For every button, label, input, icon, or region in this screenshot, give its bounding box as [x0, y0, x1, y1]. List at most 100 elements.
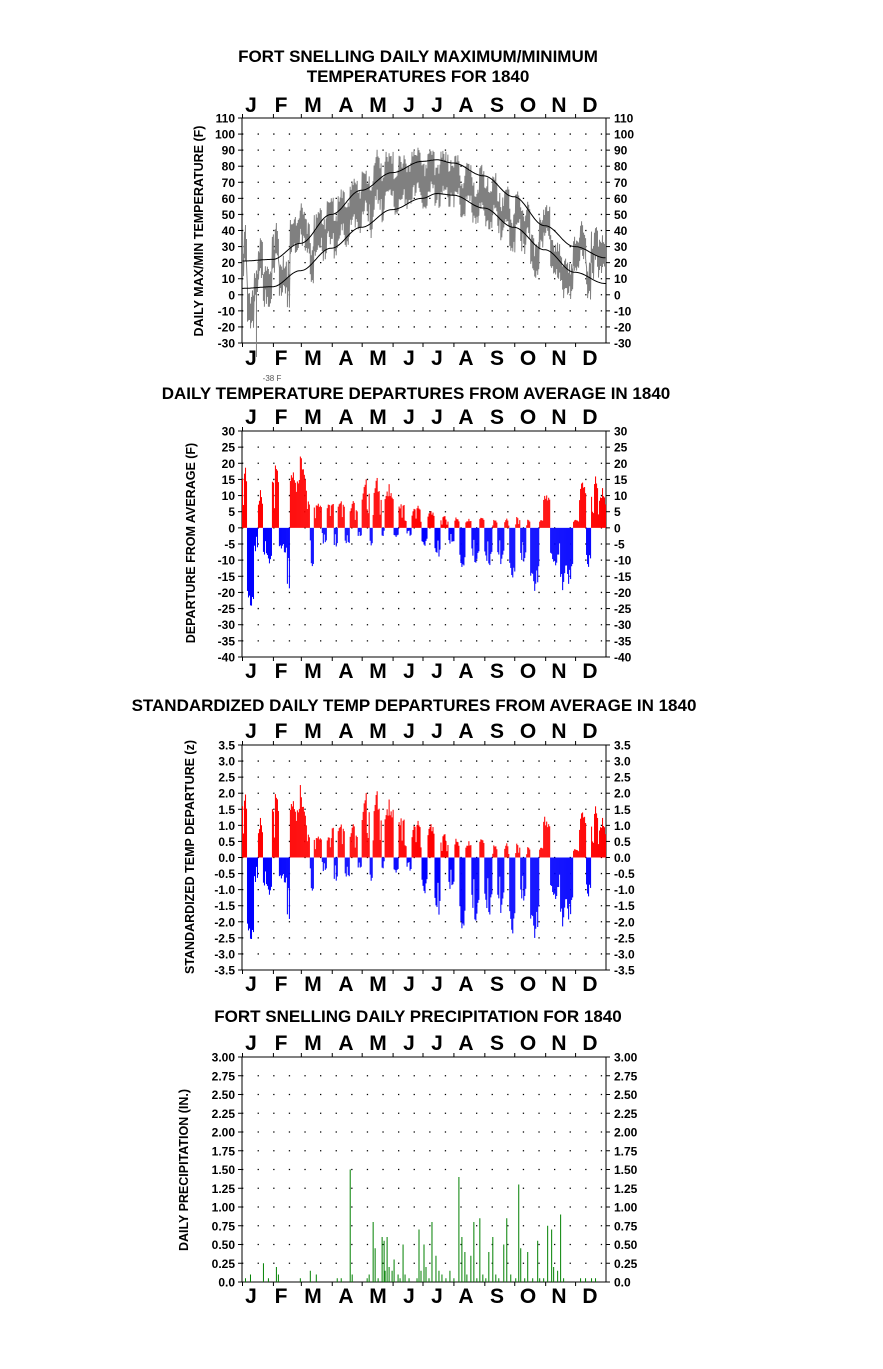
above-average-bar: [508, 853, 510, 858]
above-average-bar: [577, 520, 579, 528]
below-average-bar: [360, 857, 362, 867]
below-average-bar: [251, 857, 254, 930]
above-average-bar: [505, 845, 507, 858]
above-average-bar: [296, 810, 298, 858]
above-average-bar: [351, 503, 353, 528]
chart1-min-annotation: -38 F: [263, 374, 282, 383]
below-average-bar: [252, 527, 255, 600]
above-average-bar: [431, 514, 433, 528]
below-average-bar: [451, 527, 453, 542]
below-average-bar: [464, 857, 466, 911]
below-average-bar: [535, 857, 537, 929]
above-average-bar: [479, 519, 481, 528]
below-average-bar: [312, 857, 314, 889]
above-average-bar: [291, 806, 293, 858]
above-average-bar: [401, 517, 403, 528]
month-label-4: A: [338, 973, 353, 996]
below-average-bar: [382, 527, 384, 536]
above-average-bar: [432, 827, 434, 858]
below-average-bar: [552, 527, 554, 560]
above-average-bar: [420, 847, 422, 858]
above-average-bar: [338, 504, 340, 528]
above-average-bar: [411, 515, 413, 528]
month-label-9: S: [490, 406, 504, 429]
below-average-bar: [530, 857, 532, 919]
above-average-bar: [419, 827, 421, 858]
below-average-bar: [284, 857, 286, 883]
below-average-bar: [509, 527, 511, 563]
month-label-4: A: [338, 1032, 353, 1055]
above-average-bar: [330, 505, 332, 528]
y-tick-label-right: 10: [614, 489, 628, 503]
above-average-bar: [376, 791, 378, 858]
below-average-bar: [288, 527, 290, 589]
chart1-y-axis-label: DAILY MAX/MIN TEMPERATURE (F): [192, 126, 206, 337]
above-average-bar: [362, 811, 364, 858]
above-average-bar: [494, 846, 496, 858]
month-label-6: J: [403, 1285, 415, 1308]
above-average-bar: [494, 520, 496, 528]
y-tick-label-left: -3.5: [214, 964, 235, 978]
above-average-bar: [466, 845, 468, 858]
below-average-bar: [423, 857, 425, 891]
above-average-bar: [342, 828, 344, 858]
above-average-bar: [576, 849, 578, 858]
below-average-bar: [407, 857, 409, 863]
below-average-bar: [256, 527, 259, 548]
below-average-bar: [476, 857, 478, 914]
below-average-bar: [563, 527, 565, 582]
above-average-bar: [384, 499, 386, 528]
below-average-bar: [586, 857, 588, 885]
below-average-bar: [448, 857, 450, 882]
y-tick-label-left: 1.75: [212, 1144, 236, 1158]
below-average-bar: [371, 857, 373, 878]
y-tick-label-left: -40: [218, 651, 236, 665]
above-average-bar: [457, 842, 459, 858]
below-average-bar: [562, 857, 564, 927]
above-average-bar: [549, 499, 551, 528]
above-average-bar: [605, 834, 607, 858]
below-average-bar: [279, 527, 281, 546]
below-average-bar: [348, 527, 350, 543]
below-average-bar: [357, 527, 359, 536]
y-tick-label-right: 60: [614, 192, 628, 206]
y-tick-label-right: 0.75: [614, 1219, 638, 1233]
below-average-bar: [393, 527, 395, 535]
above-average-bar: [469, 845, 471, 858]
above-average-bar: [273, 837, 275, 858]
above-average-bar: [245, 808, 248, 858]
below-average-bar: [462, 857, 464, 924]
below-average-bar: [324, 857, 326, 870]
above-average-bar: [469, 521, 471, 528]
above-average-bar: [417, 505, 419, 528]
above-average-bar: [592, 511, 594, 528]
below-average-bar: [282, 527, 284, 545]
above-average-bar: [275, 469, 277, 528]
y-tick-label-right: 0: [614, 288, 621, 302]
below-average-bar: [265, 527, 267, 554]
below-average-bar: [287, 857, 289, 889]
above-average-bar: [302, 469, 304, 528]
below-average-bar: [334, 527, 336, 535]
above-average-bar: [413, 508, 415, 528]
above-average-bar: [379, 514, 381, 528]
above-average-bar: [305, 825, 307, 858]
above-average-bar: [482, 840, 484, 858]
below-average-bar: [500, 527, 502, 565]
above-average-bar: [308, 837, 310, 858]
above-average-bar: [293, 480, 295, 528]
above-average-bar: [241, 478, 244, 528]
month-label-12: D: [582, 347, 597, 370]
below-average-bar: [270, 527, 272, 556]
max-min-temperature-chart: FORT SNELLING DAILY MAXIMUM/MINIMUM TEMP…: [192, 47, 634, 383]
below-average-bar: [514, 857, 516, 914]
above-average-bar: [328, 504, 330, 528]
below-average-bar: [537, 527, 539, 583]
month-label-6: J: [403, 406, 415, 429]
y-tick-label-left: -10: [218, 554, 236, 568]
below-average-bar: [407, 527, 409, 532]
above-average-bar: [518, 524, 520, 528]
above-average-bar: [341, 517, 343, 528]
